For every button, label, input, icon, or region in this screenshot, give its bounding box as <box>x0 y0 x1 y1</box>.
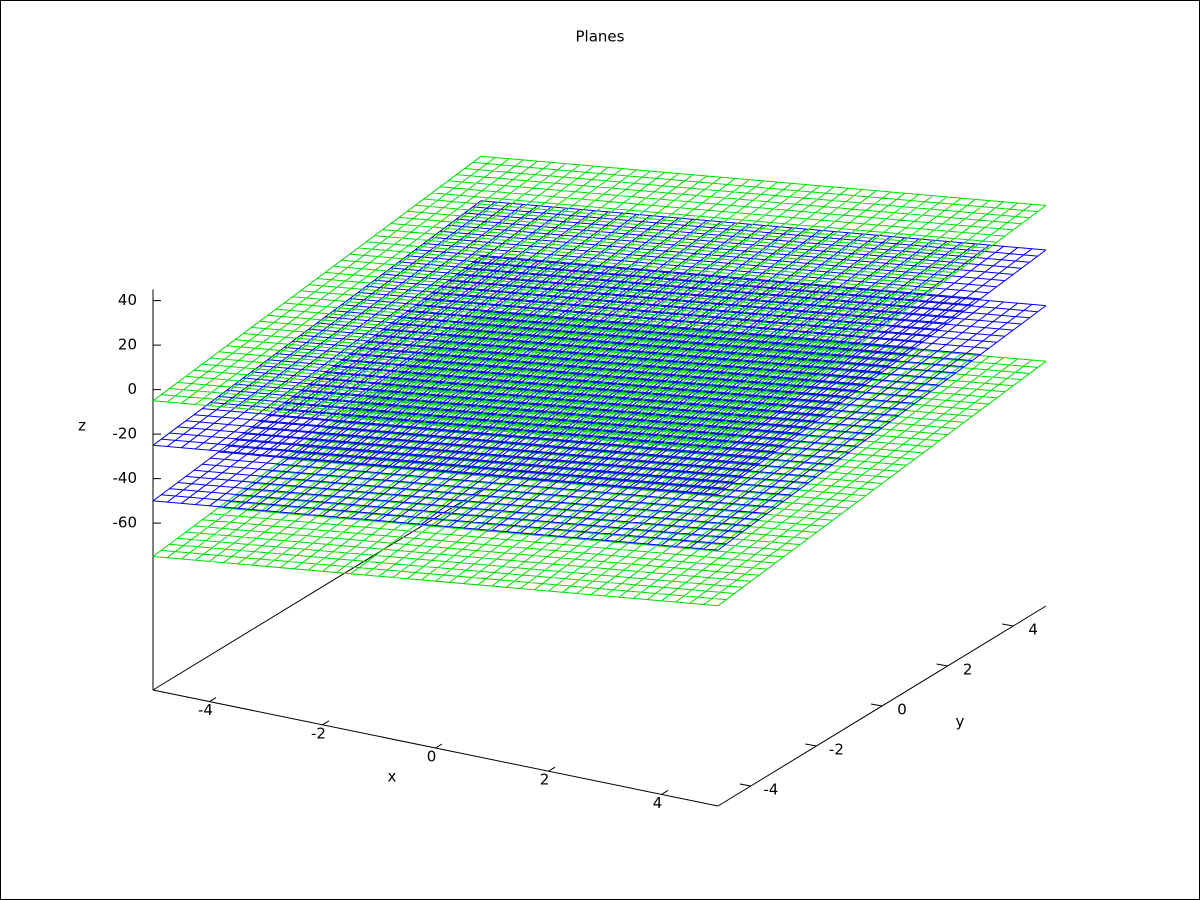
chart-title: Planes <box>576 28 625 46</box>
x-tick <box>548 766 556 772</box>
y-tick-label: 4 <box>1028 621 1038 639</box>
y-tick <box>805 743 817 747</box>
z-axis-label: z <box>78 417 86 435</box>
x-tick <box>661 789 669 795</box>
y-tick <box>870 703 883 707</box>
y-tick-label: 0 <box>897 701 907 719</box>
x-tick <box>209 697 217 703</box>
x-tick <box>322 720 330 726</box>
y-tick <box>936 663 948 667</box>
y-axis-label: y <box>956 713 965 731</box>
z-tick-label: -60 <box>113 514 138 532</box>
z-tick-label: 20 <box>118 336 137 354</box>
surface <box>152 311 1047 607</box>
y-tick-label: -4 <box>763 781 778 799</box>
x-tick-label: -4 <box>198 701 213 719</box>
y-tick <box>739 783 751 787</box>
x-tick-label: 0 <box>427 748 437 766</box>
z-tick-label: 0 <box>127 380 137 398</box>
surface <box>152 200 1047 495</box>
x-tick <box>435 743 443 749</box>
x-tick-label: 2 <box>540 771 550 789</box>
y-tick <box>1002 623 1014 627</box>
z-tick-label: -40 <box>113 469 138 487</box>
surface <box>152 255 1047 551</box>
y-tick-label: 2 <box>963 661 973 679</box>
z-tick-label: 40 <box>118 291 137 309</box>
z-tick-label: -20 <box>113 425 138 443</box>
surface <box>152 155 1047 451</box>
x-tick-label: 4 <box>653 794 663 812</box>
x-tick-label: -2 <box>311 724 326 742</box>
x-axis-label: x <box>388 768 397 786</box>
y-tick-label: -2 <box>829 741 844 759</box>
